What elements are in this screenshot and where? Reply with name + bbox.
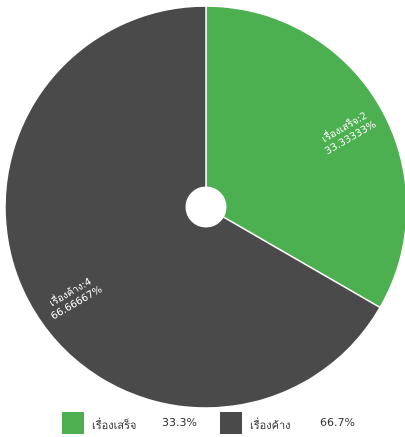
legend-label-done: เรื่องเสร็จ — [92, 419, 137, 432]
legend-swatch-done — [62, 412, 84, 434]
legend-percent-pending: 66.7% — [320, 416, 355, 429]
pie-chart-svg: เรื่องเสร็จ:233.33333%เรื่องค้าง:466.666… — [4, 5, 405, 409]
legend-label-pending: เรื่องค้าง — [250, 419, 291, 432]
donut-hole — [185, 186, 227, 228]
legend-swatch-pending — [220, 412, 242, 434]
pie-slice-done[interactable] — [205, 5, 405, 309]
legend-percent-done: 33.3% — [162, 416, 197, 429]
